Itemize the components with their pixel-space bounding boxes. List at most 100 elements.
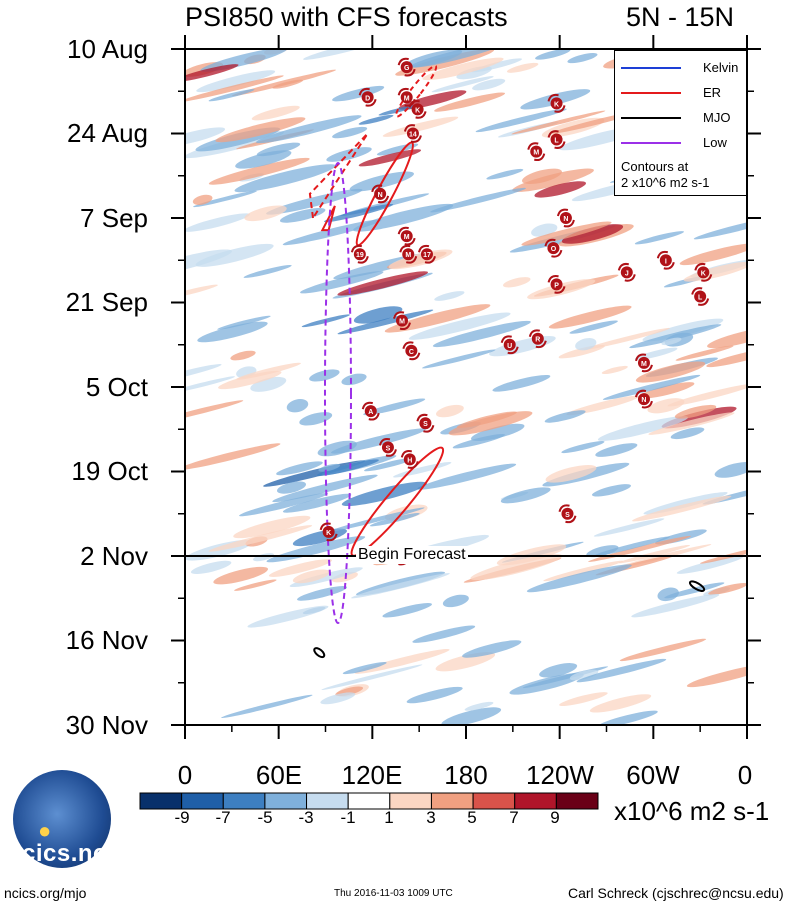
field-patch — [492, 374, 551, 392]
storm-swirl — [402, 341, 421, 361]
field-patch — [282, 219, 382, 246]
storm-dot — [353, 248, 366, 261]
field-patch — [417, 463, 517, 490]
field-patch — [475, 108, 567, 133]
field-patch — [569, 669, 599, 681]
field-patch — [434, 291, 465, 301]
field-patch — [589, 694, 652, 713]
legend-label: Low — [703, 135, 727, 150]
field-patch — [353, 203, 454, 232]
field-patch — [208, 157, 310, 185]
field-patch — [693, 216, 747, 240]
field-patch — [200, 49, 288, 72]
field-patch — [337, 309, 434, 335]
field-patch — [208, 525, 313, 552]
storm-label: N — [641, 397, 646, 404]
storm-marker: N — [556, 208, 575, 228]
storm-marker: M — [527, 142, 546, 161]
field-patch — [235, 150, 292, 169]
x-tick-label: 120E — [341, 760, 403, 790]
field-patch — [239, 493, 329, 517]
colorbar-label: 9 — [550, 808, 560, 827]
field-patch — [341, 481, 427, 507]
field-patch — [331, 428, 426, 454]
storm-dot — [400, 91, 413, 104]
logo-globe-icon — [13, 770, 111, 868]
storm-label: O — [551, 246, 557, 253]
colorbar-label: -1 — [340, 808, 356, 827]
storm-dot — [405, 344, 418, 357]
storm-swirl — [500, 335, 519, 355]
field-patch — [452, 433, 505, 449]
field-patch — [318, 463, 341, 472]
storm-label: P — [554, 282, 559, 289]
y-tick-label: 16 Nov — [65, 625, 148, 655]
footer-url[interactable]: ncics.org/mjo — [4, 885, 87, 901]
chart-title: PSI850 with CFS forecasts — [185, 2, 508, 32]
field-patch — [192, 194, 213, 205]
storm-dot — [361, 91, 374, 104]
field-patch — [647, 398, 685, 414]
storm-swirl — [361, 401, 380, 421]
field-patch — [256, 115, 362, 144]
plot-axes — [171, 35, 761, 739]
y-tick-label: 30 Nov — [65, 710, 148, 740]
field-patch — [234, 164, 336, 193]
field-patch — [247, 605, 329, 628]
field-patch — [208, 89, 255, 102]
field-patch — [233, 515, 311, 539]
storm-dot — [420, 248, 433, 261]
field-patch — [244, 205, 287, 222]
storm-dot — [364, 405, 377, 418]
storm-marker: D — [358, 87, 377, 107]
field-patch — [670, 427, 705, 440]
field-patch — [558, 344, 605, 359]
storm-marker: I — [656, 250, 675, 270]
field-patch — [408, 312, 511, 340]
storm-dot — [402, 248, 415, 261]
colorbar-label: -3 — [298, 808, 314, 827]
field-patch — [569, 320, 618, 334]
storm-dot — [559, 212, 572, 224]
field-patch — [185, 400, 244, 424]
storm-swirl — [416, 413, 435, 433]
storm-label: U — [507, 343, 512, 350]
footer-timestamp: Thu 2016-11-03 1009 UTC — [334, 888, 453, 899]
colorbar-swatch — [389, 792, 432, 810]
field-patch — [376, 143, 419, 156]
storm-marker: M — [393, 311, 411, 330]
storm-label: S — [423, 421, 428, 428]
field-patch — [543, 560, 624, 582]
storm-marker: L — [547, 130, 566, 149]
colorbar-label: -9 — [174, 808, 190, 827]
storm-label: L — [554, 138, 559, 145]
storm-label: N — [378, 192, 383, 199]
storm-swirl — [544, 238, 563, 258]
legend-item-mjo: MJO — [619, 107, 744, 129]
field-patch — [500, 487, 551, 504]
storm-label: H — [407, 457, 412, 464]
storm-swirl — [408, 99, 427, 119]
storm-marker: L — [691, 287, 710, 306]
field-patch — [185, 376, 235, 394]
legend: Kelvin ER MJO Low Contours at 2 x10^6 m2… — [614, 50, 747, 196]
storm-dot — [381, 441, 394, 454]
field-patch — [292, 569, 330, 584]
field-patch — [321, 664, 423, 690]
field-patch — [602, 374, 701, 400]
mjo-contour — [688, 580, 706, 592]
legend-item-low: Low — [619, 132, 744, 154]
storm-swirl — [527, 142, 546, 161]
field-patch — [456, 66, 492, 80]
storm-dot — [406, 127, 419, 140]
field-patch — [382, 116, 459, 137]
field-patch — [185, 75, 284, 102]
field-patch — [629, 324, 722, 349]
colorbar-swatch — [139, 792, 183, 810]
storm-dot — [400, 61, 413, 74]
logo-text: cics.nc — [22, 840, 107, 867]
storm-label: N — [563, 216, 568, 223]
field-patch — [597, 416, 689, 441]
legend-item-kelvin: Kelvin — [619, 57, 744, 79]
storm-label: C — [409, 349, 414, 356]
